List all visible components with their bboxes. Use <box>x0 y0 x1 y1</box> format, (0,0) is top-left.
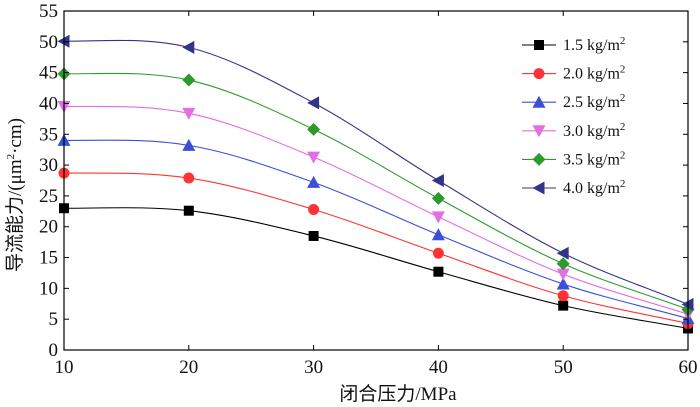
data-point-series-3 <box>431 228 445 241</box>
legend-label-2: 2.0 kg/m2 <box>563 64 625 83</box>
legend-label-sup: 2 <box>620 35 626 47</box>
x-tick-label: 50 <box>554 357 573 378</box>
data-point-series-2 <box>183 172 195 184</box>
data-point-series-5 <box>307 122 321 136</box>
legend-label-sup: 2 <box>620 149 626 161</box>
legend-label-sup: 2 <box>620 64 626 76</box>
y-axis-title-sup: 2 <box>5 154 17 160</box>
series-line-1 <box>63 207 689 329</box>
data-point-series-1 <box>183 205 194 216</box>
data-point-series-5 <box>182 73 196 87</box>
y-tick-label: 20 <box>39 217 58 238</box>
data-point-series-2 <box>308 203 320 215</box>
data-point-series-6 <box>182 40 195 54</box>
data-point-series-6 <box>307 96 320 110</box>
data-point-series-3 <box>307 175 321 188</box>
legend-label-sup: 2 <box>620 178 626 190</box>
data-point-series-1 <box>433 266 444 277</box>
legend-label-sup: 2 <box>620 92 626 104</box>
series-line-3 <box>63 139 689 320</box>
data-point-series-3 <box>182 138 196 151</box>
x-tick-label: 60 <box>679 357 698 378</box>
series-line-4 <box>63 105 689 315</box>
legend-marker-5 <box>532 152 546 166</box>
series-line-6 <box>63 39 689 305</box>
data-point-series-4 <box>307 151 321 164</box>
x-tick-label: 30 <box>304 357 323 378</box>
plot-frame <box>63 10 689 351</box>
legend-label-1: 1.5 kg/m2 <box>563 35 625 54</box>
data-point-series-6 <box>431 174 444 187</box>
x-axis-title: 闭合压力/MPa <box>339 383 457 405</box>
y-tick-label: 25 <box>39 186 58 207</box>
y-axis-title-main: 导流能力/(μm <box>4 159 26 272</box>
data-point-series-5 <box>556 257 570 271</box>
legend-marker-6 <box>532 181 545 195</box>
data-point-series-2 <box>432 247 444 259</box>
legend-label-5: 3.5 kg/m2 <box>563 149 625 168</box>
data-point-series-6 <box>556 246 569 260</box>
legend-label-3: 2.5 kg/m2 <box>563 92 625 111</box>
data-point-series-2 <box>557 290 569 302</box>
x-tick-label: 20 <box>179 357 198 378</box>
y-tick-label: 10 <box>39 278 58 299</box>
legend-marker-2 <box>533 68 545 80</box>
y-axis-title: 导流能力/(μm2·cm) <box>4 118 26 272</box>
data-point-series-1 <box>558 300 569 311</box>
y-tick-label: 0 <box>49 340 59 361</box>
data-point-series-4 <box>431 211 445 224</box>
series-line-5 <box>63 72 689 310</box>
legend-marker-1 <box>534 40 544 50</box>
x-tick-label: 10 <box>55 357 74 378</box>
y-tick-label: 5 <box>49 309 59 330</box>
legend-marker-3 <box>532 95 546 108</box>
legend-marker-4 <box>532 125 546 138</box>
data-point-series-4 <box>182 107 196 120</box>
y-tick-label: 55 <box>39 1 58 22</box>
y-tick-label: 50 <box>39 32 58 53</box>
y-tick-label: 35 <box>39 124 58 145</box>
series-line-2 <box>63 172 689 325</box>
legend-label-sup: 2 <box>620 121 626 133</box>
data-point-series-1 <box>308 230 319 241</box>
y-axis-title-tail: ·cm) <box>5 118 26 154</box>
y-tick-label: 40 <box>39 93 58 114</box>
legend-label-6: 4.0 kg/m2 <box>563 178 625 197</box>
y-tick-label: 30 <box>39 155 58 176</box>
legend-label-4: 3.0 kg/m2 <box>563 121 625 140</box>
data-point-series-5 <box>431 191 445 205</box>
y-tick-label: 15 <box>39 248 58 269</box>
y-tick-label: 45 <box>39 63 58 84</box>
x-tick-label: 40 <box>429 357 448 378</box>
data-point-series-4 <box>556 268 570 281</box>
data-point-series-3 <box>556 277 570 290</box>
